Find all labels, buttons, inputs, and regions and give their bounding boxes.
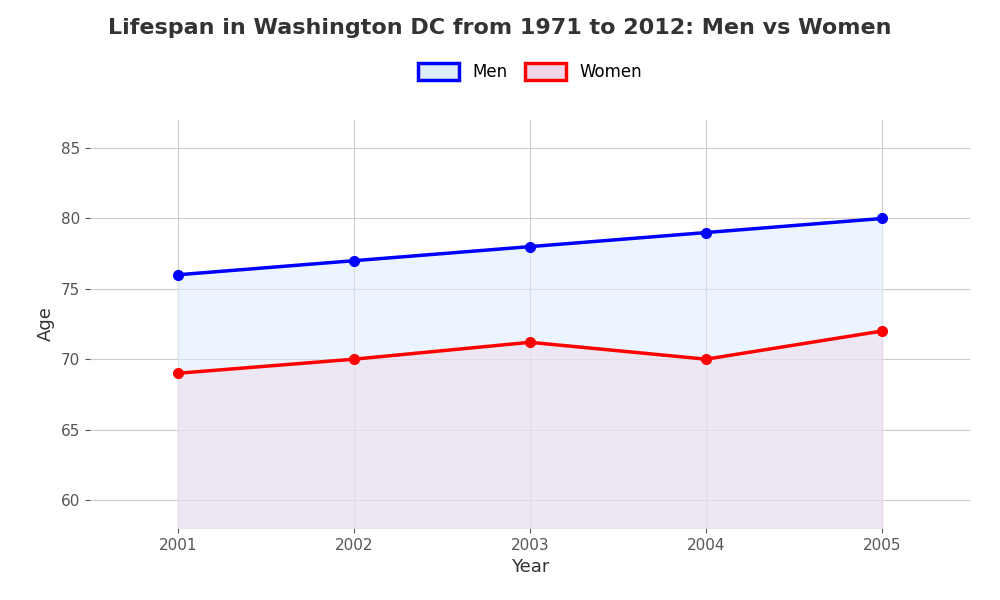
Legend: Men, Women: Men, Women xyxy=(409,55,651,90)
Text: Lifespan in Washington DC from 1971 to 2012: Men vs Women: Lifespan in Washington DC from 1971 to 2… xyxy=(108,18,892,38)
X-axis label: Year: Year xyxy=(511,558,549,576)
Y-axis label: Age: Age xyxy=(37,307,55,341)
